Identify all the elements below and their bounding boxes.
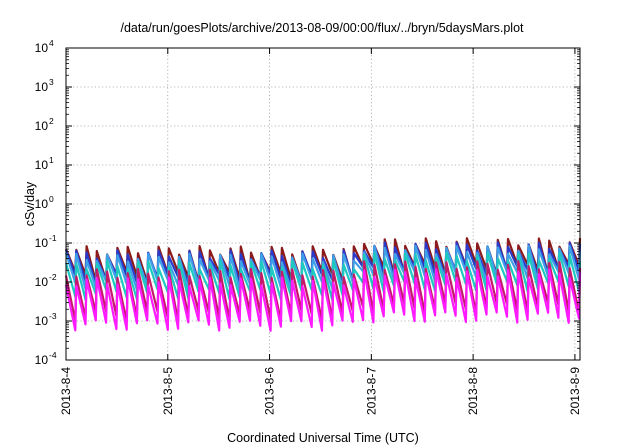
- y-axis-label: cSv/day: [23, 181, 37, 226]
- x-tick-label: 2013-8-5: [161, 367, 175, 415]
- y-tick-label: 10 1: [35, 155, 54, 172]
- y-tick-label: 10 -4: [35, 350, 57, 367]
- y-tick-exponent: 4: [49, 38, 54, 48]
- x-tick-label: 2013-8-6: [263, 367, 277, 415]
- y-tick-base: 10: [35, 314, 49, 328]
- y-tick-base: 10: [35, 119, 49, 133]
- x-tick-labels: 2013-8-4 2013-8-5 2013-8-6 2013-8-7 2013-8-8…: [59, 367, 582, 415]
- y-tick-exponent: 3: [49, 77, 54, 87]
- y-tick-label: 10 0: [35, 194, 54, 211]
- ticks: [65, 47, 580, 361]
- x-tick-label: 2013-8-8: [466, 367, 480, 415]
- y-tick-label: 10 -1: [35, 233, 57, 250]
- y-tick-label: 10 3: [35, 77, 54, 94]
- y-tick-base: 10: [35, 275, 49, 289]
- y-tick-base: 10: [35, 353, 49, 367]
- y-tick-exponent: 2: [49, 116, 54, 126]
- y-tick-base: 10: [35, 158, 49, 172]
- x-tick-label: 2013-8-4: [59, 367, 73, 415]
- y-tick-exponent: 0: [49, 194, 54, 204]
- y-tick-base: 10: [35, 80, 49, 94]
- y-tick-label: 10 -3: [35, 311, 57, 328]
- series-group: [64, 237, 582, 332]
- y-tick-exponent: 1: [49, 155, 54, 165]
- x-tick-label: 2013-8-7: [364, 367, 378, 415]
- y-tick-exponent: -3: [49, 311, 57, 321]
- y-tick-label: 10 -2: [35, 272, 57, 289]
- y-tick-base: 10: [35, 236, 49, 250]
- y-tick-exponent: -4: [49, 350, 57, 360]
- series-line: [64, 268, 582, 332]
- y-tick-exponent: -2: [49, 272, 57, 282]
- y-tick-label: 10 2: [35, 116, 54, 133]
- y-tick-base: 10: [35, 41, 49, 55]
- y-tick-base: 10: [35, 197, 49, 211]
- y-tick-label: 10 4: [35, 38, 54, 55]
- chart-title: /data/run/goesPlots/archive/2013-08-09/0…: [120, 21, 524, 35]
- x-axis-label: Coordinated Universal Time (UTC): [227, 431, 419, 445]
- y-tick-exponent: -1: [49, 233, 57, 243]
- x-tick-label: 2013-8-9: [568, 367, 582, 415]
